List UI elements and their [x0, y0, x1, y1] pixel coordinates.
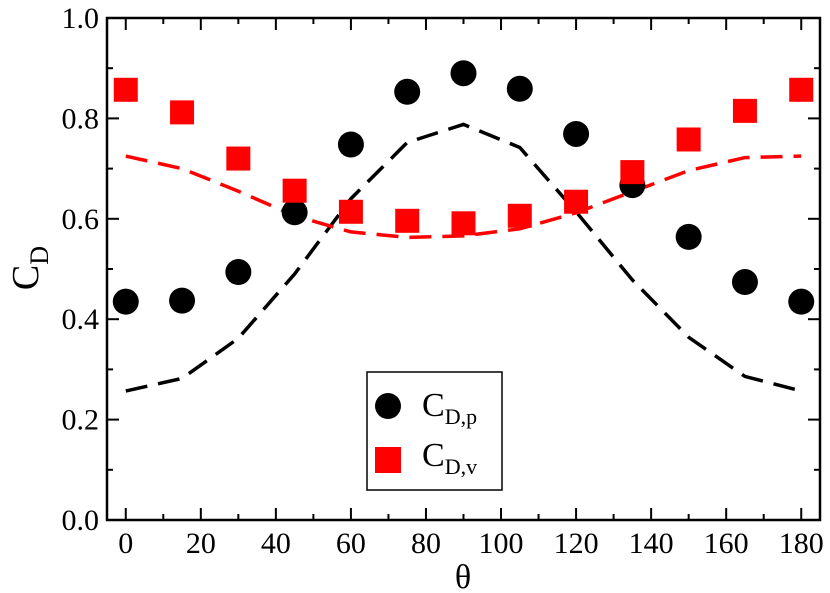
legend: CD,p CD,v — [366, 371, 503, 491]
point-0-10 — [675, 223, 702, 250]
point-0-5 — [394, 78, 421, 105]
legend-label-cdv: CD,v — [422, 437, 477, 479]
y-tick-label: 0.2 — [62, 404, 100, 437]
model-line-2 — [125, 122, 802, 393]
y-tick-label: 0.0 — [62, 504, 100, 537]
point-0-11 — [731, 269, 758, 296]
legend-marker-cdv — [375, 447, 401, 473]
x-tick-label: 100 — [479, 527, 524, 560]
point-0-1 — [169, 287, 196, 314]
point-0-6 — [450, 60, 477, 87]
point-1-11 — [732, 98, 757, 123]
point-0-3 — [281, 199, 308, 226]
point-0-12 — [788, 288, 815, 315]
x-tick-label: 20 — [186, 527, 216, 560]
point-1-2 — [226, 146, 251, 171]
point-0-2 — [225, 259, 252, 286]
point-1-10 — [676, 127, 701, 152]
point-0-0 — [112, 288, 139, 315]
x-tick-label: 180 — [779, 527, 824, 560]
point-1-7 — [507, 203, 532, 228]
y-tick-label: 1.0 — [62, 2, 100, 35]
y-axis-title: CD — [5, 246, 54, 290]
point-1-1 — [170, 100, 195, 125]
point-1-0 — [113, 77, 138, 102]
point-1-9 — [620, 160, 645, 185]
legend-marker-cdp — [375, 393, 401, 419]
x-tick-label: 60 — [336, 527, 366, 560]
model-lines — [125, 122, 802, 393]
axis-ticks — [107, 17, 820, 521]
point-1-3 — [282, 178, 307, 203]
point-1-5 — [395, 208, 420, 233]
y-tick-label: 0.8 — [62, 102, 100, 135]
legend-label-cdp: CD,p — [422, 387, 477, 429]
y-tick-label: 0.6 — [62, 203, 100, 236]
model-line-3 — [125, 154, 802, 240]
x-axis-title: θ — [455, 559, 471, 593]
x-tick-label: 0 — [118, 527, 133, 560]
x-tick-label: 80 — [411, 527, 441, 560]
x-tick-label: 120 — [554, 527, 599, 560]
data-markers — [112, 60, 815, 315]
point-1-6 — [451, 211, 476, 236]
point-1-4 — [338, 199, 363, 224]
point-1-8 — [564, 189, 589, 214]
axis-tick-labels: 0 20 40 60 80 100 120 140 160 180 0.0 0.2 0.4 0.6 0.8 1… — [62, 2, 824, 560]
y-tick-label: 0.4 — [62, 303, 100, 336]
point-0-4 — [337, 131, 364, 158]
x-tick-label: 40 — [261, 527, 291, 560]
point-0-7 — [506, 75, 533, 102]
x-tick-label: 160 — [704, 527, 749, 560]
x-tick-label: 140 — [629, 527, 674, 560]
point-0-8 — [563, 120, 590, 147]
point-1-12 — [789, 77, 814, 102]
